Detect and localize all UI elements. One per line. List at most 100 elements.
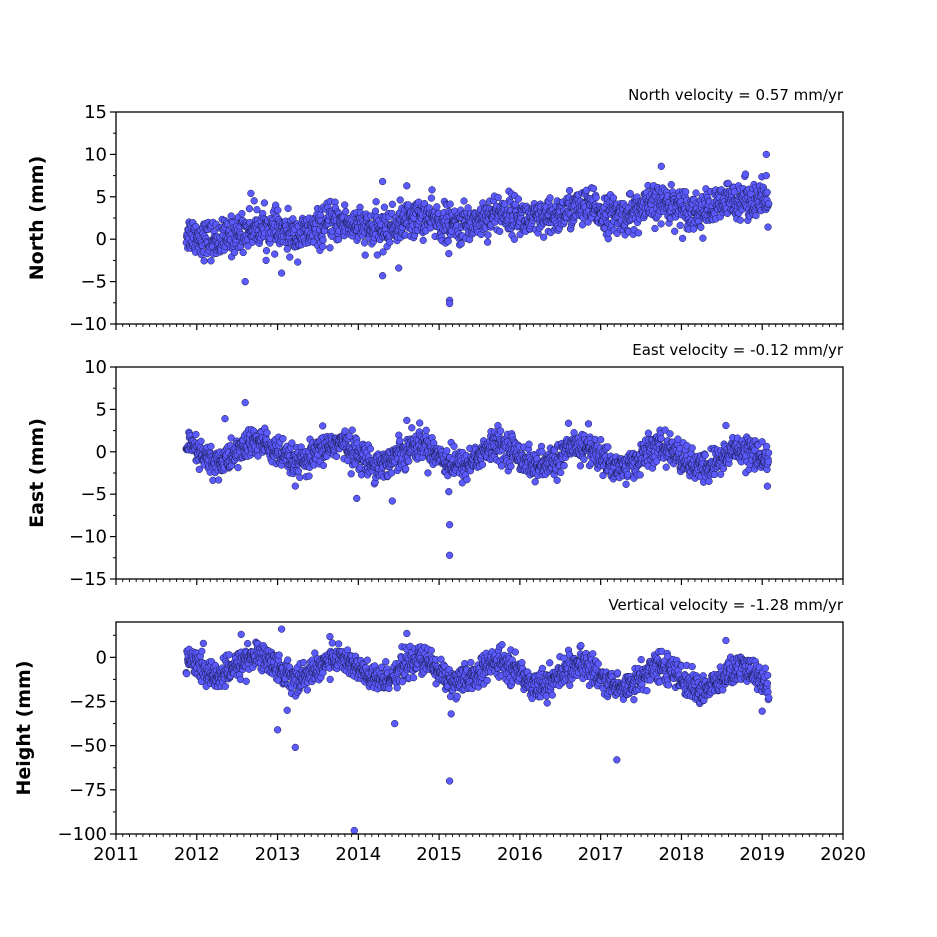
data-point	[444, 237, 452, 245]
outlier-point	[403, 182, 411, 190]
data-point	[427, 194, 436, 202]
data-point	[457, 240, 465, 248]
data-point	[613, 669, 622, 677]
data-point	[604, 443, 612, 451]
data-point	[546, 659, 554, 667]
data-point	[514, 195, 523, 203]
data-point	[294, 467, 303, 475]
data-point	[705, 477, 713, 485]
data-point	[765, 199, 773, 208]
data-point	[622, 480, 630, 488]
data-point	[245, 205, 254, 213]
data-point	[553, 476, 561, 484]
data-point	[214, 476, 223, 484]
outlier-point	[657, 162, 665, 170]
data-point	[657, 434, 665, 443]
data-point	[564, 419, 573, 427]
data-point	[319, 461, 328, 470]
data-point	[303, 686, 311, 694]
data-point	[260, 199, 269, 207]
data-point	[279, 435, 287, 443]
data-point	[197, 437, 205, 445]
y-tick-label: −15	[69, 569, 107, 590]
data-point	[496, 227, 504, 236]
data-point	[326, 244, 334, 252]
data-point	[636, 471, 644, 479]
data-point	[299, 658, 308, 667]
data-point	[422, 426, 430, 434]
data-point	[433, 203, 441, 211]
data-point	[763, 188, 771, 196]
data-point	[710, 470, 719, 479]
data-point	[294, 258, 302, 266]
north-y-axis-label: North (mm)	[26, 156, 48, 281]
data-point	[688, 444, 696, 452]
data-point	[341, 201, 349, 209]
outlier-point	[445, 521, 454, 529]
height-y-axis-label: Height (mm)	[13, 660, 35, 795]
data-point	[428, 186, 436, 194]
east-velocity-title: East velocity = -0.12 mm/yr	[632, 341, 844, 359]
data-point	[662, 463, 670, 471]
outlier-point	[221, 415, 229, 423]
data-point	[326, 632, 334, 641]
data-point	[332, 452, 341, 461]
north-panel: North velocity = 0.57 mm/yr North (mm) −…	[26, 86, 844, 335]
data-point	[380, 203, 389, 211]
data-point	[199, 639, 208, 648]
data-point	[373, 251, 381, 259]
data-point	[762, 442, 771, 451]
y-tick-label: 10	[84, 144, 107, 165]
data-point	[396, 196, 404, 204]
outlier-point	[445, 551, 454, 559]
outlier-point	[277, 269, 286, 277]
data-point	[385, 684, 393, 693]
data-point	[286, 253, 294, 261]
data-point	[238, 209, 246, 218]
data-point	[657, 220, 665, 228]
data-point	[443, 447, 451, 455]
data-point	[531, 478, 539, 486]
data-point	[200, 257, 208, 265]
data-point	[244, 242, 252, 250]
data-point	[511, 648, 519, 656]
data-point	[565, 186, 574, 195]
data-point	[589, 184, 598, 193]
data-point	[319, 242, 327, 251]
data-point	[262, 247, 271, 255]
data-point	[372, 198, 380, 206]
outlier-point	[403, 416, 411, 425]
data-point	[450, 442, 458, 450]
data-point	[453, 692, 461, 700]
data-point	[651, 224, 659, 233]
data-point	[342, 207, 350, 216]
outlier-point	[762, 171, 770, 180]
y-tick-label: 0	[96, 442, 107, 463]
data-point	[243, 639, 252, 648]
y-tick-label: −5	[80, 272, 107, 293]
data-point	[507, 462, 515, 470]
data-point	[402, 465, 410, 473]
data-point	[701, 451, 709, 459]
data-point	[538, 664, 547, 673]
data-point	[589, 650, 597, 658]
north-points	[182, 150, 773, 308]
north-velocity-title: North velocity = 0.57 mm/yr	[628, 86, 844, 104]
data-point	[580, 455, 588, 463]
data-point	[363, 656, 371, 664]
data-point	[764, 458, 772, 466]
data-point	[736, 216, 744, 224]
data-point	[262, 256, 270, 265]
y-tick-label: 5	[96, 187, 107, 208]
data-point	[667, 180, 675, 189]
data-point	[557, 468, 565, 477]
data-point	[408, 424, 416, 432]
data-point	[719, 464, 728, 473]
data-point	[379, 248, 387, 256]
data-point	[284, 204, 292, 213]
data-point	[419, 236, 427, 244]
outlier-point	[395, 264, 403, 272]
data-point	[386, 238, 394, 246]
data-point	[284, 656, 292, 664]
